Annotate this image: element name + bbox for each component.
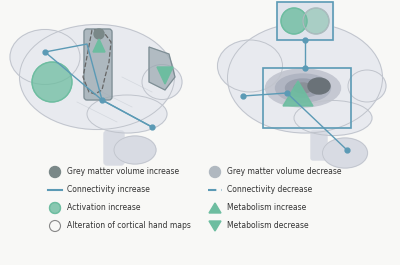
- Bar: [263, 68, 351, 128]
- Text: Connectivity increase: Connectivity increase: [67, 186, 150, 195]
- Circle shape: [94, 29, 104, 39]
- Polygon shape: [149, 47, 175, 90]
- Text: Metabolism increase: Metabolism increase: [227, 204, 306, 213]
- FancyBboxPatch shape: [311, 131, 327, 160]
- Text: Grey matter volume decrease: Grey matter volume decrease: [227, 167, 342, 176]
- Ellipse shape: [142, 64, 182, 99]
- Ellipse shape: [322, 138, 368, 168]
- Ellipse shape: [87, 95, 167, 133]
- Ellipse shape: [348, 70, 386, 102]
- Polygon shape: [209, 203, 221, 213]
- Ellipse shape: [276, 74, 330, 102]
- Polygon shape: [93, 39, 105, 52]
- Ellipse shape: [114, 136, 156, 164]
- Ellipse shape: [294, 100, 372, 135]
- Circle shape: [210, 166, 220, 178]
- Ellipse shape: [228, 23, 382, 133]
- Ellipse shape: [20, 24, 174, 130]
- FancyBboxPatch shape: [104, 131, 124, 165]
- Text: Metabolism decrease: Metabolism decrease: [227, 222, 309, 231]
- Ellipse shape: [294, 83, 312, 93]
- Ellipse shape: [10, 29, 80, 85]
- Polygon shape: [283, 81, 313, 106]
- Text: Activation increase: Activation increase: [67, 204, 140, 213]
- Text: Grey matter volume increase: Grey matter volume increase: [67, 167, 179, 176]
- Text: Alteration of cortical hand maps: Alteration of cortical hand maps: [67, 222, 191, 231]
- Circle shape: [50, 202, 60, 214]
- Polygon shape: [209, 221, 221, 231]
- Bar: [277, 2, 333, 40]
- Bar: [277, 2, 333, 40]
- FancyBboxPatch shape: [84, 29, 112, 100]
- Circle shape: [50, 166, 60, 178]
- Circle shape: [281, 8, 307, 34]
- Circle shape: [303, 8, 329, 34]
- Ellipse shape: [266, 69, 340, 107]
- Text: Connectivity decrease: Connectivity decrease: [227, 186, 312, 195]
- Ellipse shape: [308, 78, 330, 94]
- Polygon shape: [157, 67, 173, 84]
- Ellipse shape: [286, 79, 320, 97]
- Ellipse shape: [218, 40, 282, 92]
- Circle shape: [32, 62, 72, 102]
